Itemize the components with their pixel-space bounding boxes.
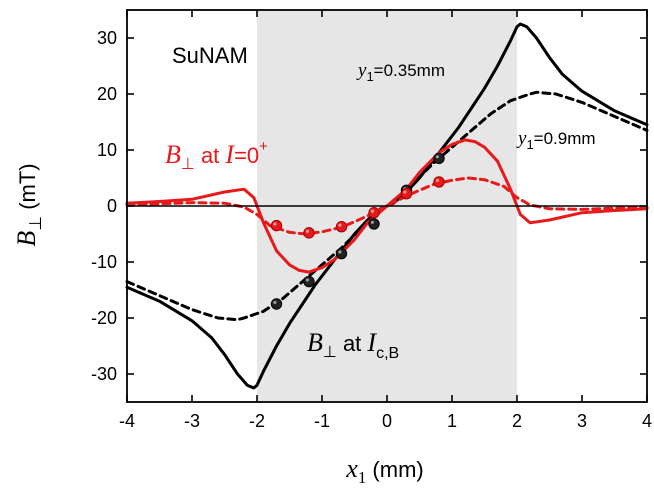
- data-point-highlight: [305, 229, 309, 233]
- red-data-point: [303, 227, 315, 239]
- y-tick-label: 0: [107, 196, 117, 216]
- data-point-highlight: [435, 178, 439, 182]
- y1-09-label: y1=0.9mm: [516, 128, 596, 152]
- red-data-point: [368, 207, 380, 219]
- data-point-highlight: [370, 220, 374, 224]
- x-tick-label: -1: [314, 411, 330, 431]
- x-tick-label: 0: [382, 411, 392, 431]
- red-dashed-line: [125, 176, 649, 236]
- y-axis-title: B⊥ (mT): [12, 163, 45, 246]
- black-data-point: [335, 247, 348, 260]
- black-series-label: B⊥ at Ic,B: [307, 328, 399, 362]
- data-point-highlight: [273, 300, 277, 304]
- marker-layer: [270, 152, 445, 310]
- x-tick-label: 2: [512, 411, 522, 431]
- red-data-point: [433, 176, 445, 188]
- black-data-point: [433, 152, 445, 165]
- black-data-point: [368, 218, 380, 230]
- x-tick-label: 4: [642, 411, 652, 431]
- data-point-highlight: [338, 223, 342, 227]
- red-data-point: [335, 221, 348, 233]
- black-data-point: [303, 275, 315, 288]
- red-data-point: [270, 219, 283, 232]
- y-tick-label: 20: [97, 84, 117, 104]
- red-data-point: [400, 187, 413, 200]
- x-tick-label: 1: [447, 411, 457, 431]
- data-point-highlight: [273, 222, 277, 226]
- x-tick-label: -2: [249, 411, 265, 431]
- y-tick-label: -20: [91, 308, 117, 328]
- black-data-point: [270, 298, 283, 310]
- data-point-highlight: [403, 190, 407, 194]
- x-tick-label: 3: [577, 411, 587, 431]
- red-series-label: B⊥ at I=0+: [165, 138, 268, 173]
- data-point-highlight: [435, 155, 439, 159]
- y-tick-label: 30: [97, 28, 117, 48]
- x-tick-label: -4: [119, 411, 135, 431]
- y-tick-label: -10: [91, 252, 117, 272]
- y1-035-label: y1=0.35mm: [356, 60, 445, 84]
- data-point-highlight: [338, 250, 342, 254]
- data-point-highlight: [370, 209, 374, 213]
- y-tick-label: 10: [97, 140, 117, 160]
- sample-label: SuNAM: [172, 43, 248, 68]
- x-axis-title: x1 (mm): [345, 454, 423, 487]
- y-tick-label: -30: [91, 364, 117, 384]
- data-point-highlight: [305, 278, 309, 282]
- x-tick-label: -3: [184, 411, 200, 431]
